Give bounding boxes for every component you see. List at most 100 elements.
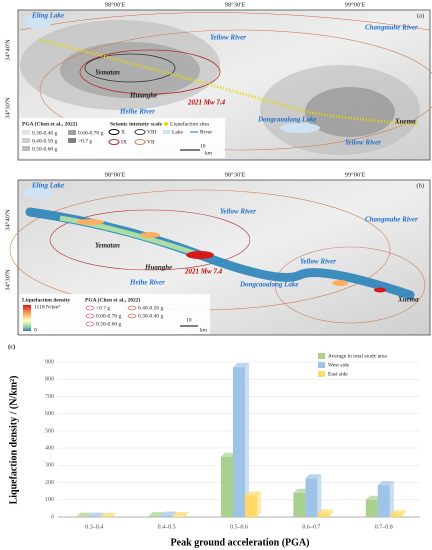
- legend-label: VIII: [147, 129, 157, 135]
- lon-label: 98°30'E: [225, 171, 246, 178]
- bar-top: [317, 509, 334, 514]
- legend-label: Average in total study area: [328, 353, 387, 359]
- panel-label: (b): [416, 182, 424, 189]
- x-tick-label: 0.3–0.4: [85, 524, 103, 530]
- bar-side: [245, 363, 249, 517]
- lat-label: 34°30'N: [4, 269, 11, 291]
- legend-label: 0.30-0.40 g: [138, 313, 163, 319]
- place-label: Yellow River: [220, 208, 256, 216]
- lat-label: 34°40'N: [4, 39, 11, 61]
- bar-top: [100, 512, 117, 517]
- y-tick-label: 400: [45, 445, 54, 451]
- scale-label: 10: [200, 143, 206, 149]
- place-label: Eling Lake: [31, 182, 64, 190]
- legend-label: 0.50-0.60 g: [96, 321, 121, 327]
- bar: [389, 514, 402, 517]
- place-label: Yellow River: [300, 258, 336, 266]
- pga-legend: 0.30-0.40 g 0.40-0.50 g 0.50-0.60 g 0.60…: [22, 130, 103, 152]
- map-b: (b) 98°00'E 98°30'E 99°00'E 34°40'N 34°3…: [4, 171, 431, 336]
- bar-side: [401, 510, 406, 517]
- legend-title: PGA (Chen et al., 2022): [85, 296, 140, 303]
- legend-swatch: [318, 362, 325, 368]
- panel-label: (c): [8, 343, 15, 350]
- lat-label: 34°30'N: [4, 97, 11, 119]
- x-tick-label: 0.4–0.5: [158, 524, 176, 530]
- lon-label: 99°00'E: [345, 1, 366, 8]
- place-label: Changmahe River: [365, 24, 418, 32]
- legend-label: VII: [147, 139, 155, 145]
- legend-swatch: [318, 353, 325, 359]
- legend-label: 0.60-0.70 g: [78, 130, 103, 136]
- legend-label: 0: [34, 327, 37, 333]
- x-axis-label: Peak ground acceleration (PGA): [171, 537, 310, 548]
- y-tick-label: 200: [45, 480, 54, 486]
- lake: [280, 123, 320, 133]
- bar-top: [148, 512, 165, 517]
- legend-label: >0.7 g: [96, 305, 110, 311]
- place-label: Huanghe: [129, 92, 157, 100]
- y-tick-label: 800: [45, 377, 54, 383]
- legend-label: 0.40-0.50 g: [32, 138, 57, 144]
- scale-unit: km: [200, 327, 208, 333]
- pga-zone: [60, 42, 200, 98]
- legend-title: Seismic intensity scale: [110, 121, 162, 127]
- place-label: Dongcaoalong Lake: [257, 116, 317, 124]
- place-label: Heihe River: [119, 108, 155, 116]
- place-label: Yematan: [95, 242, 120, 250]
- map-a: (a) 98°00'E 98°30'E 99°00'E 34°40'N 34°3…: [4, 1, 432, 161]
- bar-top: [76, 512, 93, 517]
- place-label: 2021 Mw 7.4: [187, 99, 226, 107]
- lake: [24, 15, 52, 29]
- legend-label: 0.50-0.60 g: [32, 146, 57, 152]
- bar: [160, 515, 173, 517]
- x-tick-label: 0.5–0.6: [230, 524, 248, 530]
- bar: [148, 516, 161, 517]
- bar-top: [172, 512, 189, 517]
- intensity-line: [79, 49, 221, 95]
- bar-top: [389, 510, 406, 515]
- legend-label: >0.7 g: [78, 138, 92, 144]
- legend-label: 0.40-0.50 g: [138, 305, 163, 311]
- bar-top: [245, 491, 261, 496]
- bar-top: [88, 512, 105, 517]
- place-label: Yematan: [95, 69, 120, 77]
- bar-side: [184, 512, 189, 517]
- bar: [305, 478, 318, 517]
- bar: [293, 492, 306, 517]
- bar-side: [257, 491, 261, 517]
- legend-box: [20, 118, 225, 158]
- y-tick-label: 100: [45, 497, 54, 503]
- place-label: 2021 Mw 7.4: [184, 268, 223, 276]
- legend-title: Liquefaction density: [22, 297, 70, 303]
- lat-label: 34°40'N: [4, 209, 11, 231]
- legend-swatch: [318, 371, 325, 377]
- place-label: Heihe River: [129, 279, 165, 287]
- legend-label: West side: [328, 362, 350, 368]
- density-ramp: [23, 305, 31, 331]
- scale-unit: km: [205, 150, 213, 156]
- lon-label: 98°00'E: [105, 171, 126, 178]
- bar: [365, 499, 378, 517]
- x-tick-label: 0.7–0.8: [375, 524, 393, 530]
- legend-label: River: [200, 129, 212, 135]
- bar-side: [389, 481, 394, 517]
- bar: [317, 513, 330, 517]
- bar-top: [377, 481, 394, 486]
- legend-box: [20, 294, 210, 334]
- place-label: Huanghe: [144, 264, 172, 272]
- x-tick-label: 0.6–0.7: [302, 524, 320, 530]
- scale-label: 10: [186, 317, 192, 323]
- y-tick-label: 900: [45, 359, 54, 365]
- legend-title: PGA (Chen et al., 2022): [22, 120, 77, 127]
- bar: [377, 485, 390, 517]
- bar-side: [317, 474, 322, 517]
- y-tick-label: 700: [45, 394, 54, 400]
- legend-label: East side: [328, 371, 348, 377]
- legend-label: Lake: [172, 129, 184, 135]
- bar-top: [160, 511, 177, 516]
- bar-side: [112, 512, 117, 517]
- panel-label: (a): [417, 12, 424, 19]
- liquefaction-sites: [39, 38, 421, 127]
